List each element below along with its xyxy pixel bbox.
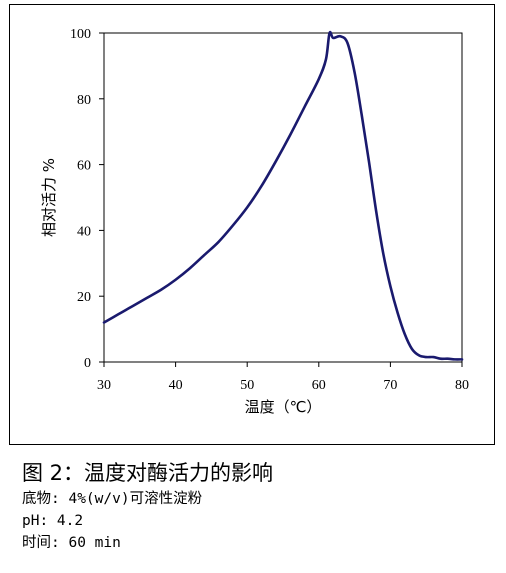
- plot-area-border: [103, 32, 463, 363]
- y-axis-title: 相对活力 %: [40, 158, 58, 237]
- x-tick-label: 30: [97, 378, 111, 393]
- y-tick-label: 100: [70, 27, 91, 42]
- substrate-note: 底物: 4%(w/v)可溶性淀粉: [22, 491, 203, 507]
- chart-axes: [103, 32, 463, 363]
- y-tick-label: 0: [84, 356, 91, 371]
- y-tick-label: 80: [77, 93, 91, 108]
- temperature-activity-chart: 30 40 50 60 70 80 0 20 40 60 80 100 温度（℃） 相对活力 %: [40, 27, 469, 416]
- figure-title: 图 2：温度对酶活力的影响: [22, 461, 274, 485]
- y-tick-label: 60: [77, 159, 91, 174]
- figure-caption: 图 2：温度对酶活力的影响 底物: 4%(w/v)可溶性淀粉 pH: 4.2 时…: [22, 458, 502, 554]
- x-tick-label: 40: [169, 378, 183, 393]
- x-tick-label: 70: [383, 378, 397, 393]
- chart-frame: 30 40 50 60 70 80 0 20 40 60 80 100 温度（℃） 相对活力 %: [9, 4, 495, 445]
- x-tick-label: 80: [455, 378, 469, 393]
- x-tick-label: 60: [312, 378, 326, 393]
- time-note: 时间: 60 min: [22, 535, 121, 551]
- y-tick-label: 20: [77, 290, 91, 305]
- x-tick-label: 50: [240, 378, 254, 393]
- activity-curve: [102, 30, 464, 361]
- ph-note: pH: 4.2: [22, 513, 84, 529]
- y-tick-label: 40: [77, 224, 91, 239]
- x-axis-title: 温度（℃）: [245, 398, 322, 416]
- chart-ticks: 30 40 50 60 70 80 0 20 40 60 80 100: [70, 27, 469, 393]
